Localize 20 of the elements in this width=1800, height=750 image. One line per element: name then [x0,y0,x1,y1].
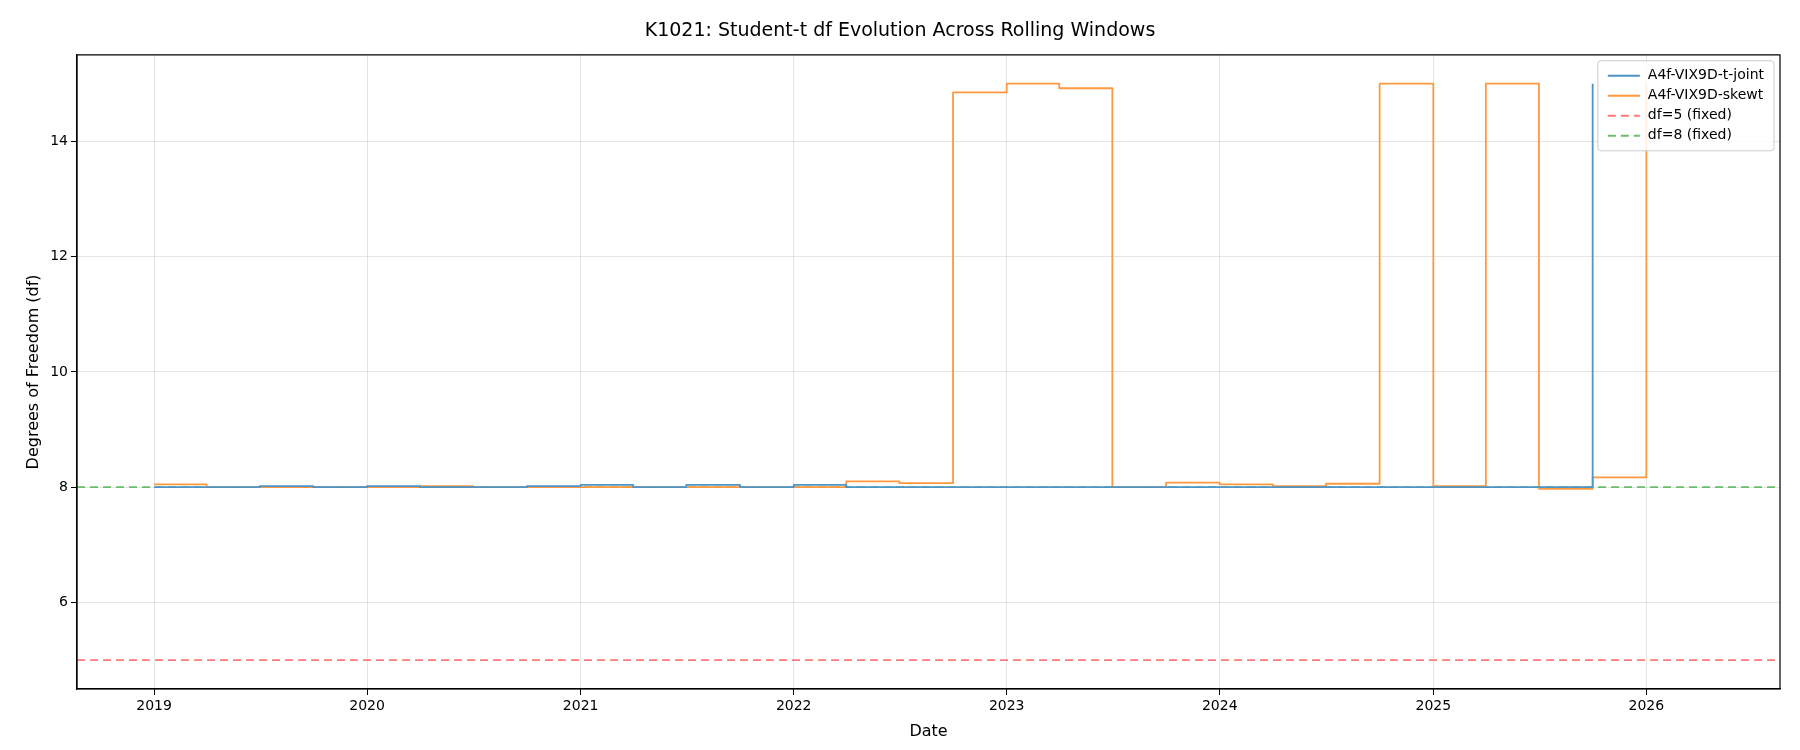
x-tick-label: 2019 [136,697,172,714]
x-tick-label: 2023 [988,697,1025,714]
legend-label: df=8 (fixed) [1647,126,1732,143]
y-tick-label: 12 [50,247,69,264]
legend-label: df=5 (fixed) [1647,106,1732,123]
x-tick-label: 2026 [1628,697,1665,714]
y-axis-title: Degrees of Freedom (df) [22,274,42,470]
x-tick-label: 2020 [349,697,385,714]
y-tick-label: 10 [50,362,69,379]
y-tick-label: 14 [50,131,69,148]
chart-title: K1021: Student-t df Evolution Across Rolling Windows [644,18,1156,41]
x-axis-title: Date [909,720,948,740]
y-tick-label: 6 [59,593,69,610]
x-tick-label: 2022 [775,697,812,714]
legend-label: A4f-VIX9D-t-joint [1647,66,1765,83]
y-tick-label: 8 [59,477,69,494]
x-tick-label: 2025 [1415,697,1452,714]
x-tick-label: 2021 [562,697,599,714]
x-tick-label: 2024 [1201,697,1238,714]
legend-label: A4f-VIX9D-skewt [1647,86,1764,103]
